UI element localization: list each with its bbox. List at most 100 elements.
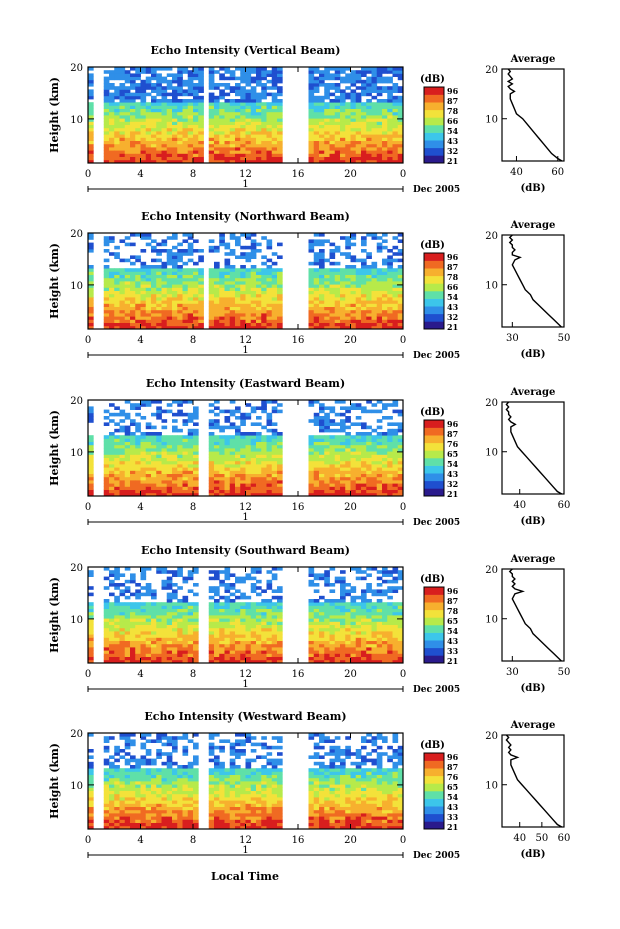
heatmap-cell xyxy=(361,457,367,462)
heatmap-cell xyxy=(109,102,115,106)
heatmap-cell xyxy=(340,140,346,145)
heatmap-cell xyxy=(324,435,330,439)
heatmap-cell xyxy=(219,624,225,629)
heatmap-cell xyxy=(140,653,147,657)
heatmap-cell xyxy=(240,634,246,638)
heatmap-cell xyxy=(166,480,173,484)
heatmap-cell xyxy=(88,268,94,272)
heatmap-cell xyxy=(245,640,252,645)
average-y-tick-label: 20 xyxy=(485,65,498,76)
heatmap-cell xyxy=(156,153,162,157)
heatmap-cell xyxy=(256,140,262,145)
heatmap-cell xyxy=(119,143,126,148)
heatmap-cell xyxy=(145,448,152,452)
heatmap-cell xyxy=(392,297,399,301)
heatmap-cell xyxy=(361,92,367,97)
heatmap-cell xyxy=(245,470,252,474)
heatmap-cell xyxy=(114,159,120,164)
heatmap-cell xyxy=(124,457,131,462)
heatmap-cell xyxy=(161,608,168,613)
heatmap-cell xyxy=(224,108,231,113)
heatmap-cell xyxy=(135,611,141,616)
heatmap-cell xyxy=(135,480,141,484)
heatmap-cell xyxy=(166,79,173,84)
heatmap-cell xyxy=(366,435,372,439)
heatmap-cell xyxy=(235,476,241,481)
heatmap-cell xyxy=(355,147,362,151)
heatmap-cell xyxy=(387,467,393,471)
heatmap-cell xyxy=(245,492,252,497)
heatmap-cell xyxy=(397,412,404,417)
heatmap-cell xyxy=(340,108,346,113)
heatmap-cell xyxy=(355,483,362,487)
heatmap-cell xyxy=(193,467,199,471)
heatmap-cell xyxy=(182,611,189,616)
heatmap-cell xyxy=(355,137,362,141)
heatmap-cell xyxy=(245,76,252,81)
heatmap-cell xyxy=(182,419,189,423)
heatmap-cell xyxy=(324,631,330,635)
heatmap-cell xyxy=(313,83,320,87)
heatmap-cell xyxy=(214,102,220,106)
heatmap-cell xyxy=(371,127,378,132)
heatmap-cell xyxy=(219,618,225,622)
heatmap-cell xyxy=(172,653,178,657)
heatmap-cell xyxy=(172,143,178,148)
heatmap-cell xyxy=(277,441,283,446)
heatmap-cell xyxy=(366,137,372,141)
heatmap-cell xyxy=(256,297,262,301)
heatmap-cell xyxy=(208,627,215,632)
heatmap-cell xyxy=(324,258,330,263)
heatmap-cell xyxy=(334,131,341,135)
heatmap-cell xyxy=(366,134,372,138)
heatmap-cell xyxy=(229,621,236,625)
heatmap-cell xyxy=(256,643,262,648)
heatmap-cell xyxy=(266,265,273,269)
heatmap-cell xyxy=(208,653,215,657)
heatmap-cell xyxy=(382,281,388,285)
heatmap-cell xyxy=(240,319,246,323)
heatmap-cell xyxy=(355,416,362,420)
heatmap-cell xyxy=(208,274,215,279)
heatmap-cell xyxy=(240,621,246,625)
heatmap-cell xyxy=(235,486,241,490)
heatmap-cell xyxy=(198,281,204,285)
heatmap-cell xyxy=(387,435,393,439)
heatmap-cell xyxy=(334,249,341,253)
heatmap-cell xyxy=(224,464,231,468)
heatmap-cell xyxy=(119,108,126,113)
heatmap-cell xyxy=(124,473,131,478)
heatmap-cell xyxy=(182,637,189,641)
heatmap-cell xyxy=(277,134,283,138)
heatmap-cell xyxy=(371,76,378,81)
heatmap-cell xyxy=(240,592,246,597)
heatmap-cell xyxy=(219,89,225,93)
heatmap-cell xyxy=(145,271,152,275)
heatmap-cell xyxy=(245,300,252,304)
heatmap-cell xyxy=(382,99,388,103)
colorbar-tick-label: 43 xyxy=(447,136,459,146)
heatmap-cell xyxy=(256,659,262,664)
heatmap-cell xyxy=(376,121,383,125)
heatmap-cell xyxy=(324,73,330,77)
heatmap-cell xyxy=(103,647,110,651)
heatmap-cell xyxy=(177,271,183,275)
heatmap-cell xyxy=(271,409,278,414)
heatmap-cell xyxy=(308,656,315,661)
heatmap-cell xyxy=(219,486,225,490)
heatmap-cell xyxy=(308,486,315,490)
heatmap-cell xyxy=(182,300,189,304)
heatmap-cell xyxy=(266,470,273,474)
heatmap-cell xyxy=(156,271,162,275)
heatmap-cell xyxy=(261,147,267,151)
heatmap-cell xyxy=(88,156,94,161)
heatmap-cell xyxy=(345,124,351,129)
heatmap-cell xyxy=(229,287,236,291)
heatmap-cell xyxy=(135,653,141,657)
heatmap-cell xyxy=(240,615,246,619)
heatmap-cell xyxy=(256,586,262,590)
heatmap-cell xyxy=(124,89,131,93)
heatmap-cell xyxy=(355,470,362,474)
heatmap-cell xyxy=(193,653,199,657)
heatmap-cell xyxy=(329,300,336,304)
